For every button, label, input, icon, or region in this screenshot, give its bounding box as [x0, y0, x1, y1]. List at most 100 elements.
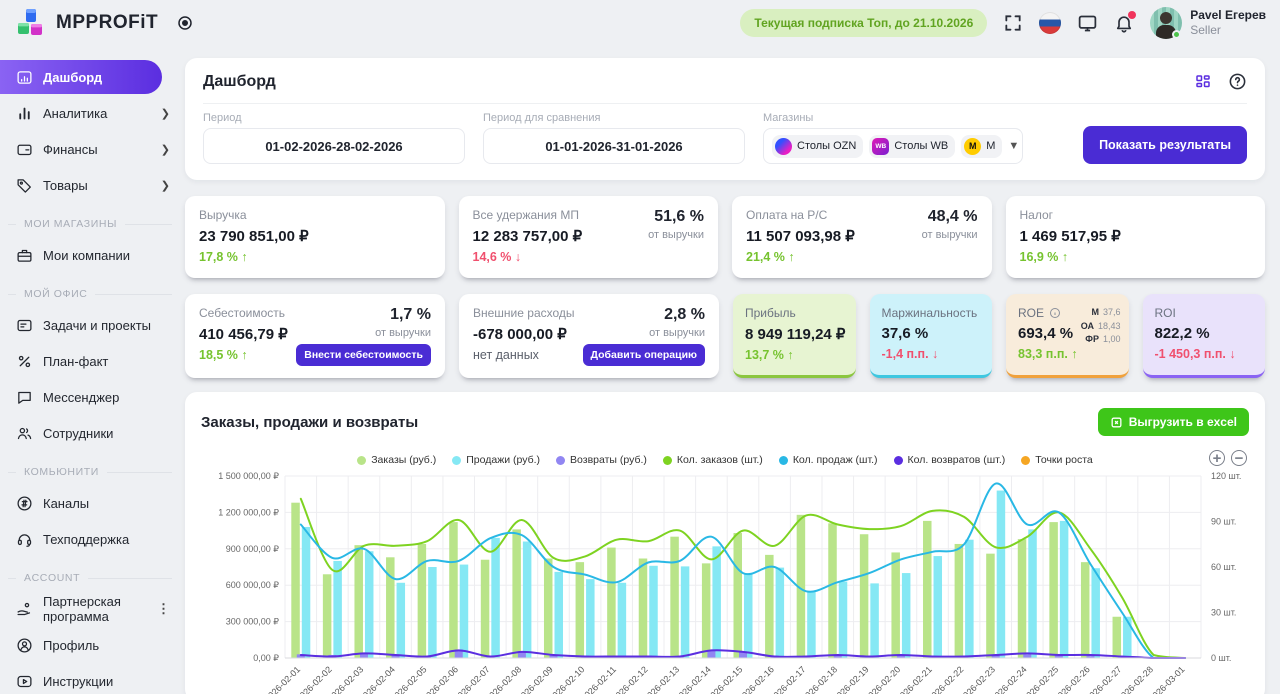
profile-icon [16, 637, 33, 654]
sidebar-item-profile[interactable]: Профиль [0, 628, 182, 662]
sidebar-item-instructions[interactable]: Инструкции [0, 664, 182, 694]
user-menu[interactable]: Pavel Егерев Seller [1150, 7, 1266, 39]
brand-logo[interactable]: MPPROFiT [16, 7, 158, 39]
kpi-percent-of-revenue: 48,4 % [928, 208, 978, 226]
legend-item[interactable]: Кол. возвратов (шт.) [894, 454, 1006, 466]
svg-text:0,00 ₽: 0,00 ₽ [253, 653, 279, 663]
stores-select[interactable]: Столы OZN WBСтолы WB MМ ▼ [763, 128, 1023, 164]
svg-text:2026-02-19: 2026-02-19 [831, 664, 871, 694]
chevron-down-icon[interactable]: ▼ [1008, 140, 1019, 152]
sidebar-item-label: Финансы [43, 142, 98, 157]
kpi-percent-of-revenue: 51,6 % [654, 208, 704, 226]
kpi-action-button[interactable]: Добавить операцию [583, 344, 706, 366]
legend-item[interactable]: Продажи (руб.) [452, 454, 540, 466]
store-chip-label: Столы OZN [797, 140, 856, 152]
sidebar-item-channels[interactable]: Каналы [0, 486, 182, 520]
sidebar-item-finance[interactable]: Финансы ❯ [0, 132, 182, 166]
store-chip-ozon[interactable]: Столы OZN [772, 135, 863, 158]
orders-sales-chart[interactable]: 0,00 ₽300 000,00 ₽600 000,00 ₽900 000,00… [201, 466, 1249, 694]
sidebar-item-employees[interactable]: Сотрудники [0, 416, 182, 450]
zoom-in-icon[interactable]: + [1209, 450, 1225, 466]
svg-text:120 шт.: 120 шт. [1211, 471, 1241, 481]
brand-cubes-icon [16, 7, 46, 39]
legend-label: Точки роста [1035, 454, 1093, 466]
chevron-right-icon: ❯ [161, 107, 170, 120]
kpi-action-button[interactable]: Внести себестоимость [296, 344, 431, 366]
legend-dot [1021, 456, 1030, 465]
chevron-right-icon: ❯ [161, 143, 170, 156]
sidebar-item-analytics[interactable]: Аналитика ❯ [0, 96, 182, 130]
info-icon[interactable] [1049, 307, 1061, 319]
legend-label: Возвраты (руб.) [570, 454, 647, 466]
kpi-value: 37,6 % [882, 325, 978, 342]
store-chip-ym[interactable]: MМ [961, 135, 1002, 158]
target-icon[interactable] [176, 14, 194, 32]
period-input[interactable] [203, 128, 465, 164]
legend-item[interactable]: Кол. заказов (шт.) [663, 454, 763, 466]
kpi-percent-of-revenue: 1,7 % [390, 306, 431, 324]
kpi-row-1: Выручка 23 790 851,00 ₽ 17,8 % ↑ Все уде… [185, 196, 1265, 278]
svg-text:2026-02-15: 2026-02-15 [705, 664, 745, 694]
subscription-badge[interactable]: Текущая подписка Топ, до 21.10.2026 [740, 9, 987, 37]
sidebar-item-products[interactable]: Товары❯ [0, 168, 182, 202]
kpi-title: ROI [1155, 306, 1236, 320]
svg-text:2026-02-06: 2026-02-06 [421, 664, 461, 694]
kpi-delta: 21,4 % ↑ [746, 250, 855, 264]
fullscreen-icon[interactable] [1003, 13, 1023, 33]
period-label: Период [203, 112, 465, 124]
notifications-bell-icon[interactable] [1114, 13, 1134, 33]
svg-text:2026-02-11: 2026-02-11 [579, 664, 618, 694]
wb-badge-icon: WB [872, 138, 889, 155]
svg-text:2026-02-02: 2026-02-02 [294, 664, 334, 694]
store-chip-wb[interactable]: WBСтолы WB [869, 135, 955, 158]
sidebar-item-dashboard[interactable]: Дашборд [0, 60, 162, 94]
legend-label: Кол. заказов (шт.) [677, 454, 763, 466]
legend-item[interactable]: Заказы (руб.) [357, 454, 436, 466]
help-icon[interactable] [1228, 72, 1247, 91]
kpi-delta: -1 450,3 п.п. ↓ [1155, 347, 1236, 361]
excel-icon [1110, 416, 1123, 429]
main-content: Дашборд Период Период для сравнения [182, 46, 1280, 694]
kpi-title: Выручка [199, 208, 309, 222]
sidebar-item-planfact[interactable]: План-факт [0, 344, 182, 378]
kpi-title: Оплата на Р/С [746, 208, 855, 222]
sidebar-item-support[interactable]: Техподдержка [0, 522, 182, 556]
compare-period-input[interactable] [483, 128, 745, 164]
svg-text:2026-02-03: 2026-02-03 [326, 664, 366, 694]
sidebar-item-partner[interactable]: Партнерская программа⋮ [0, 592, 182, 626]
partner-icon [16, 601, 33, 618]
svg-text:2026-02-09: 2026-02-09 [515, 664, 555, 694]
kpi-value: 410 456,79 ₽ [199, 325, 288, 343]
zoom-out-icon[interactable]: − [1231, 450, 1247, 466]
legend-item[interactable]: Кол. продаж (шт.) [779, 454, 878, 466]
sidebar-item-messenger[interactable]: Мессенджер [0, 380, 182, 414]
sidebar-item-companies[interactable]: Мои компании [0, 238, 182, 272]
svg-text:2026-02-12: 2026-02-12 [610, 664, 650, 694]
legend-item[interactable]: Точки роста [1021, 454, 1093, 466]
more-options-icon[interactable]: ⋮ [157, 601, 170, 617]
svg-text:2026-02-04: 2026-02-04 [357, 664, 397, 694]
legend-item[interactable]: Возвраты (руб.) [556, 454, 647, 466]
roe-breakdown: М37,6ОА18,43ФР1,00 [1081, 306, 1121, 347]
kpi-row-2: Себестоимость 410 456,79 ₽ 18,5 % ↑ 1,7 … [185, 294, 1265, 378]
kpi-value: 12 283 757,00 ₽ [473, 227, 583, 245]
svg-text:2026-02-25: 2026-02-25 [1021, 664, 1061, 694]
svg-text:2026-02-27: 2026-02-27 [1084, 664, 1124, 694]
svg-text:2026-02-20: 2026-02-20 [863, 664, 903, 694]
sidebar-item-label: Аналитика [43, 106, 107, 121]
sidebar-section-label: МОЙ ОФИС [0, 288, 182, 300]
svg-text:2026-03-01: 2026-03-01 [1147, 664, 1187, 694]
export-excel-button[interactable]: Выгрузить в excel [1098, 408, 1249, 436]
show-results-button[interactable]: Показать результаты [1083, 126, 1247, 164]
language-flag-icon[interactable] [1039, 12, 1061, 34]
monitor-icon[interactable] [1077, 13, 1098, 34]
layout-grid-icon[interactable] [1194, 73, 1212, 91]
svg-text:2026-02-26: 2026-02-26 [1052, 664, 1092, 694]
svg-text:60 шт.: 60 шт. [1211, 562, 1236, 572]
sidebar-item-tasks[interactable]: Задачи и проекты [0, 308, 182, 342]
legend-dot [556, 456, 565, 465]
svg-text:300 000,00 ₽: 300 000,00 ₽ [226, 617, 280, 627]
tasks-icon [16, 317, 33, 334]
kpi-percent-of-revenue: 2,8 % [664, 306, 705, 324]
kpi-value: 23 790 851,00 ₽ [199, 227, 309, 245]
